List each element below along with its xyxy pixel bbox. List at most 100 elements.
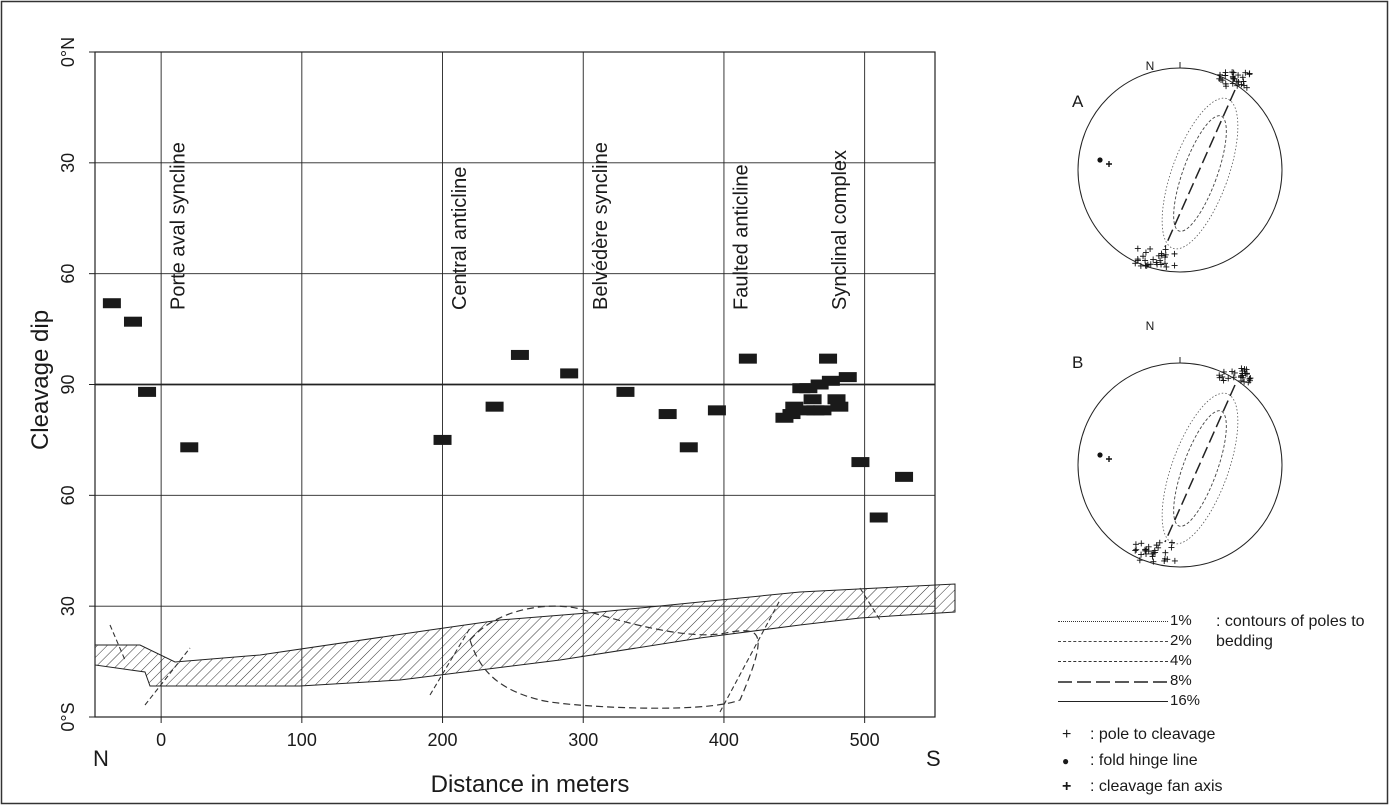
stereo-b-pole-1-22	[1149, 553, 1156, 560]
stereo-a-pole-1-11	[1142, 249, 1149, 256]
legend-contour-2: 2%	[1058, 632, 1378, 652]
stereo-a-pole-1-19	[1132, 260, 1139, 267]
stereo-b-pole-0-25	[1220, 377, 1227, 384]
stereo-b-pole-1-23	[1141, 546, 1148, 553]
y-tick-label-0: 0°S	[58, 702, 78, 731]
x-tick-label-0: 0	[156, 730, 166, 750]
stereo-b-pole-0-17	[1219, 373, 1226, 380]
structure-label-0: Porte aval syncline	[168, 142, 190, 310]
stereo-a-pole-0-7	[1235, 72, 1242, 79]
data-point-18	[799, 383, 818, 394]
y-tick-label-6: 0°N	[58, 37, 78, 67]
y-tick-label-2: 60	[58, 485, 78, 505]
stereo-a-primitive-circle	[1077, 67, 1283, 273]
data-point-8	[616, 386, 635, 397]
data-point-9	[658, 409, 677, 420]
stereo-a-pole-1-20	[1147, 261, 1154, 268]
legend-contour-5: 16%	[1058, 692, 1378, 712]
x-tick-label-3: 300	[568, 730, 598, 750]
stereo-a-pole-1-18	[1162, 246, 1169, 253]
legend-contours-description: : contours of poles to bedding	[1216, 613, 1365, 650]
stereo-b-fan-axis	[1106, 456, 1112, 462]
stereonet-b	[1077, 357, 1283, 568]
stereo-b-pole-0-23	[1238, 365, 1245, 372]
data-point-17	[796, 405, 815, 416]
stereo-b-pole-0-27	[1239, 368, 1246, 375]
data-point-15	[785, 401, 804, 412]
south-end-label: S	[926, 746, 941, 771]
stereo-b-pole-1-8	[1155, 544, 1162, 551]
stereo-a-contour-inner	[1173, 115, 1227, 232]
data-point-19	[803, 394, 822, 405]
x-tick-label-1: 100	[287, 730, 317, 750]
data-point-7	[560, 368, 579, 379]
stereo-b-pole-0-24	[1243, 371, 1250, 378]
legend-contour-4: 8%	[1058, 672, 1378, 692]
stereo-b-contour-outer	[1161, 392, 1239, 545]
stereo-b-pole-0-13	[1239, 374, 1246, 381]
y-axis-label: Cleavage dip	[27, 310, 54, 450]
section-dashed-line-4	[109, 624, 126, 661]
stereo-a-pole-0-19	[1229, 80, 1236, 87]
stereo-b-pole-1-25	[1164, 556, 1171, 563]
data-point-12	[738, 353, 757, 364]
data-point-28	[851, 457, 870, 468]
stereo-a-pole-1-17	[1142, 257, 1149, 264]
stereo-a-pole-1-22	[1158, 250, 1165, 257]
section-dashed-line-1	[429, 627, 471, 696]
stereo-a-pole-1-21	[1140, 253, 1147, 260]
data-point-14	[782, 409, 801, 420]
stereo-a-pole-0-2	[1239, 74, 1246, 81]
stereo-a-fan-axis	[1106, 161, 1112, 167]
stereo-a-pole-0-27	[1222, 69, 1229, 76]
legend-contour-5-label: 16%	[1170, 692, 1201, 709]
stereo-a-pole-1-10	[1144, 261, 1151, 268]
structure-labels: Porte aval syncline Central anticline Belv…	[168, 142, 851, 310]
grid	[94, 51, 936, 718]
stereo-b-pole-1-21	[1138, 540, 1145, 547]
stereonet-b-north: N	[1146, 319, 1155, 333]
data-point-4	[433, 434, 452, 445]
x-tick-label-4: 400	[709, 730, 739, 750]
stereo-a-pole-0-13	[1217, 72, 1224, 79]
section-dashed-line-3	[859, 587, 881, 621]
stereo-a-pole-1-3	[1163, 263, 1170, 270]
stereo-a-pole-0-24	[1223, 83, 1230, 90]
contour-legend: 1% 2% 4% 8% 16% : contours of poles to b…	[1058, 612, 1378, 712]
legend-fold-hinge-line-text: : fold hinge line	[1090, 752, 1198, 769]
stereo-b-primitive-circle	[1077, 362, 1283, 568]
stereo-b-pole-1-11	[1161, 557, 1168, 564]
stereo-a-pole-1-24	[1157, 257, 1164, 264]
bold-plus-icon: +	[1062, 778, 1072, 795]
stereo-b-pole-1-15	[1150, 558, 1157, 565]
y-tick-label-5: 30	[58, 153, 78, 173]
legend-pole-to-cleavage-text: : pole to cleavage	[1090, 726, 1216, 743]
stereo-a-pole-0-22	[1246, 71, 1253, 78]
stereonet-a-north: N	[1146, 59, 1155, 73]
stereo-b-pole-0-26	[1220, 368, 1227, 375]
stereo-b-pole-1-10	[1162, 549, 1169, 556]
stereo-a-pole-1-27	[1147, 245, 1154, 252]
data-point-10	[679, 442, 698, 453]
data-point-6	[510, 349, 529, 360]
stereo-a-pole-1-25	[1162, 254, 1169, 261]
data-point-27	[838, 372, 857, 383]
data-point-25	[827, 394, 846, 405]
stereo-a-pole-0-1	[1230, 69, 1237, 76]
stereo-a-pole-0-12	[1229, 69, 1236, 76]
data-point-0	[102, 298, 121, 309]
y-tick-label-4: 60	[58, 264, 78, 284]
legend-contour-2-label: 2%	[1170, 632, 1192, 649]
stereo-b-pole-1-26	[1132, 541, 1139, 548]
stereonet-a	[1077, 62, 1283, 273]
stereo-a-pole-1-15	[1171, 250, 1178, 257]
cross-section-sketch	[94, 583, 956, 713]
legend-contour-3-label: 4%	[1170, 652, 1192, 669]
legend-fold-hinge-line: ●: fold hinge line	[1062, 752, 1198, 770]
stereo-a-pole-1-14	[1171, 262, 1178, 269]
data-point-11	[707, 405, 726, 416]
stereo-b-pole-1-18	[1168, 539, 1175, 546]
data-point-26	[830, 401, 849, 412]
stereo-b-pole-1-24	[1151, 547, 1158, 554]
